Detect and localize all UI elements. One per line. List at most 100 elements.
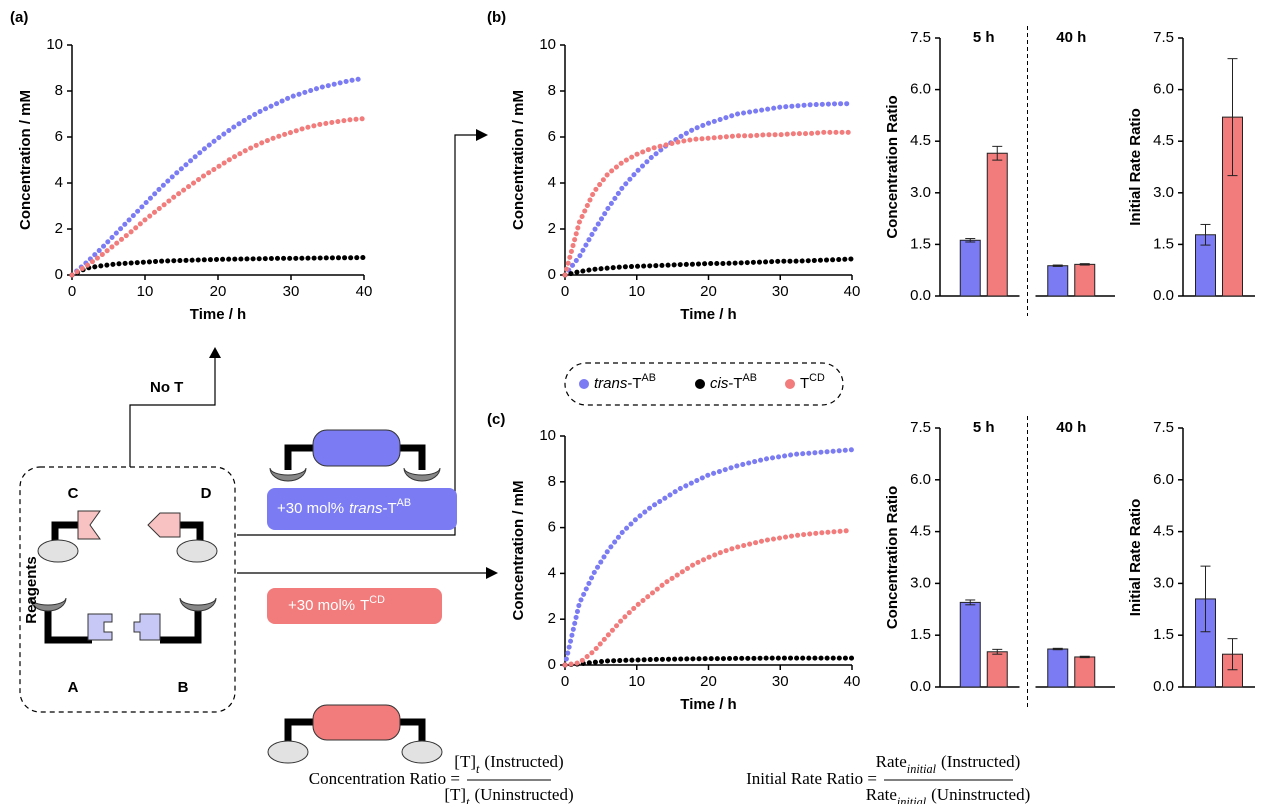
piece-label: B bbox=[178, 679, 189, 696]
error-bar bbox=[1200, 223, 1211, 246]
y-tick-label: 2 bbox=[55, 220, 63, 237]
text-part: +30 mol% bbox=[277, 500, 344, 517]
bar bbox=[1074, 263, 1096, 297]
reagent-box bbox=[19, 466, 236, 713]
error-bar bbox=[1079, 655, 1090, 659]
data-curve bbox=[562, 129, 855, 278]
text-part: T bbox=[800, 375, 809, 392]
y-tick-label: 0.0 bbox=[1153, 287, 1174, 304]
y-tick-label: 0.0 bbox=[910, 287, 931, 304]
data-curve bbox=[562, 527, 855, 668]
legend-marker bbox=[785, 379, 795, 389]
x-tick-label: 30 bbox=[772, 283, 789, 300]
linker bbox=[180, 521, 204, 542]
text-part: -T bbox=[382, 500, 396, 517]
y-tick-label: 4.5 bbox=[910, 523, 931, 540]
data-curve bbox=[562, 101, 855, 278]
y-tick-label: 2 bbox=[548, 220, 556, 237]
y-tick-label: 6 bbox=[548, 519, 556, 536]
formula-lhs: Concentration Ratio = bbox=[309, 769, 460, 788]
y-tick-label: 4 bbox=[548, 564, 556, 581]
y-tick-label: 7.5 bbox=[1153, 419, 1174, 436]
text-part: T bbox=[360, 597, 369, 614]
x-tick-label: 0 bbox=[561, 673, 569, 690]
error-bar bbox=[992, 648, 1003, 655]
legend-marker bbox=[695, 379, 705, 389]
text-part: -T bbox=[627, 375, 641, 392]
piece-b bbox=[133, 613, 161, 641]
error-bar bbox=[1079, 263, 1090, 266]
y-tick-label: 0 bbox=[548, 266, 556, 283]
y-tick-label: 4.5 bbox=[1153, 132, 1174, 149]
y-tick-label: 4 bbox=[548, 174, 556, 191]
arrow bbox=[129, 355, 216, 467]
text-part: AB bbox=[743, 372, 757, 384]
text-part: (Uninstructed) bbox=[931, 785, 1030, 804]
piece-label: D bbox=[201, 485, 212, 502]
panel-label: (a) bbox=[10, 9, 28, 26]
bar bbox=[1074, 656, 1096, 688]
y-tick-label: 1.5 bbox=[910, 235, 931, 252]
y-axis-label: Concentration Ratio bbox=[884, 486, 901, 629]
text-part: (Uninstructed) bbox=[474, 785, 573, 804]
x-tick-label: 10 bbox=[628, 673, 645, 690]
piece-a bbox=[87, 613, 113, 641]
x-tick-label: 40 bbox=[844, 673, 861, 690]
data-curve bbox=[562, 256, 855, 278]
template-cd bbox=[312, 704, 401, 741]
y-tick-label: 3.0 bbox=[910, 184, 931, 201]
y-tick-label: 6 bbox=[548, 128, 556, 145]
x-tick-label: 40 bbox=[356, 283, 373, 300]
legend-marker bbox=[579, 379, 589, 389]
linker bbox=[51, 521, 78, 542]
piece-label: C bbox=[68, 485, 79, 502]
additive-label: +30 mol% trans-TAB bbox=[277, 497, 411, 517]
category-label: 5 h bbox=[973, 29, 995, 46]
text-part: trans bbox=[349, 500, 383, 517]
text-part: [T] bbox=[454, 752, 476, 771]
category-label: 40 h bbox=[1056, 419, 1086, 436]
scheme bbox=[19, 129, 1013, 781]
text-part: cis bbox=[710, 375, 729, 392]
x-axis-label: Time / h bbox=[680, 696, 736, 713]
anchor bbox=[269, 467, 307, 482]
bar bbox=[986, 651, 1008, 688]
text-part: Rate bbox=[876, 752, 907, 771]
additive-label: +30 mol% TCD bbox=[288, 594, 385, 614]
panel-label: (c) bbox=[487, 411, 505, 428]
y-tick-label: 7.5 bbox=[910, 419, 931, 436]
y-tick-label: 6 bbox=[55, 128, 63, 145]
text-part: trans bbox=[594, 375, 628, 392]
y-axis-label: Initial Rate Ratio bbox=[1127, 108, 1144, 226]
anchor bbox=[179, 597, 217, 612]
text-part: AB bbox=[642, 372, 656, 384]
error-bar bbox=[1052, 647, 1063, 651]
formula-denominator: [T]t (Uninstructed) bbox=[444, 785, 573, 804]
legend-label: cis-TAB bbox=[710, 372, 757, 392]
y-axis-label: Concentration / mM bbox=[510, 90, 527, 230]
error-bar bbox=[1200, 565, 1211, 633]
y-tick-label: 1.5 bbox=[910, 626, 931, 643]
y-axis-label: Concentration / mM bbox=[510, 480, 527, 620]
text-part: (Instructed) bbox=[484, 752, 563, 771]
text-part: Rate bbox=[866, 785, 897, 804]
additive-cd-box bbox=[267, 588, 442, 624]
arrow-head bbox=[209, 347, 221, 358]
error-bar bbox=[965, 599, 976, 606]
anchor bbox=[29, 597, 67, 612]
y-tick-label: 3.0 bbox=[910, 574, 931, 591]
template-trans bbox=[312, 429, 401, 467]
y-tick-label: 3.0 bbox=[1153, 184, 1174, 201]
bar bbox=[1047, 265, 1069, 297]
legend-label: TCD bbox=[800, 372, 825, 392]
y-tick-label: 6.0 bbox=[1153, 81, 1174, 98]
anchor bbox=[267, 740, 309, 764]
y-tick-label: 1.5 bbox=[1153, 235, 1174, 252]
reagents-label: Reagents bbox=[23, 556, 40, 624]
text-part: AB bbox=[397, 497, 411, 509]
y-tick-label: 4.5 bbox=[910, 132, 931, 149]
error-bar bbox=[992, 145, 1003, 161]
linker bbox=[160, 608, 202, 644]
anchor bbox=[401, 740, 443, 764]
data-curve bbox=[562, 655, 855, 668]
